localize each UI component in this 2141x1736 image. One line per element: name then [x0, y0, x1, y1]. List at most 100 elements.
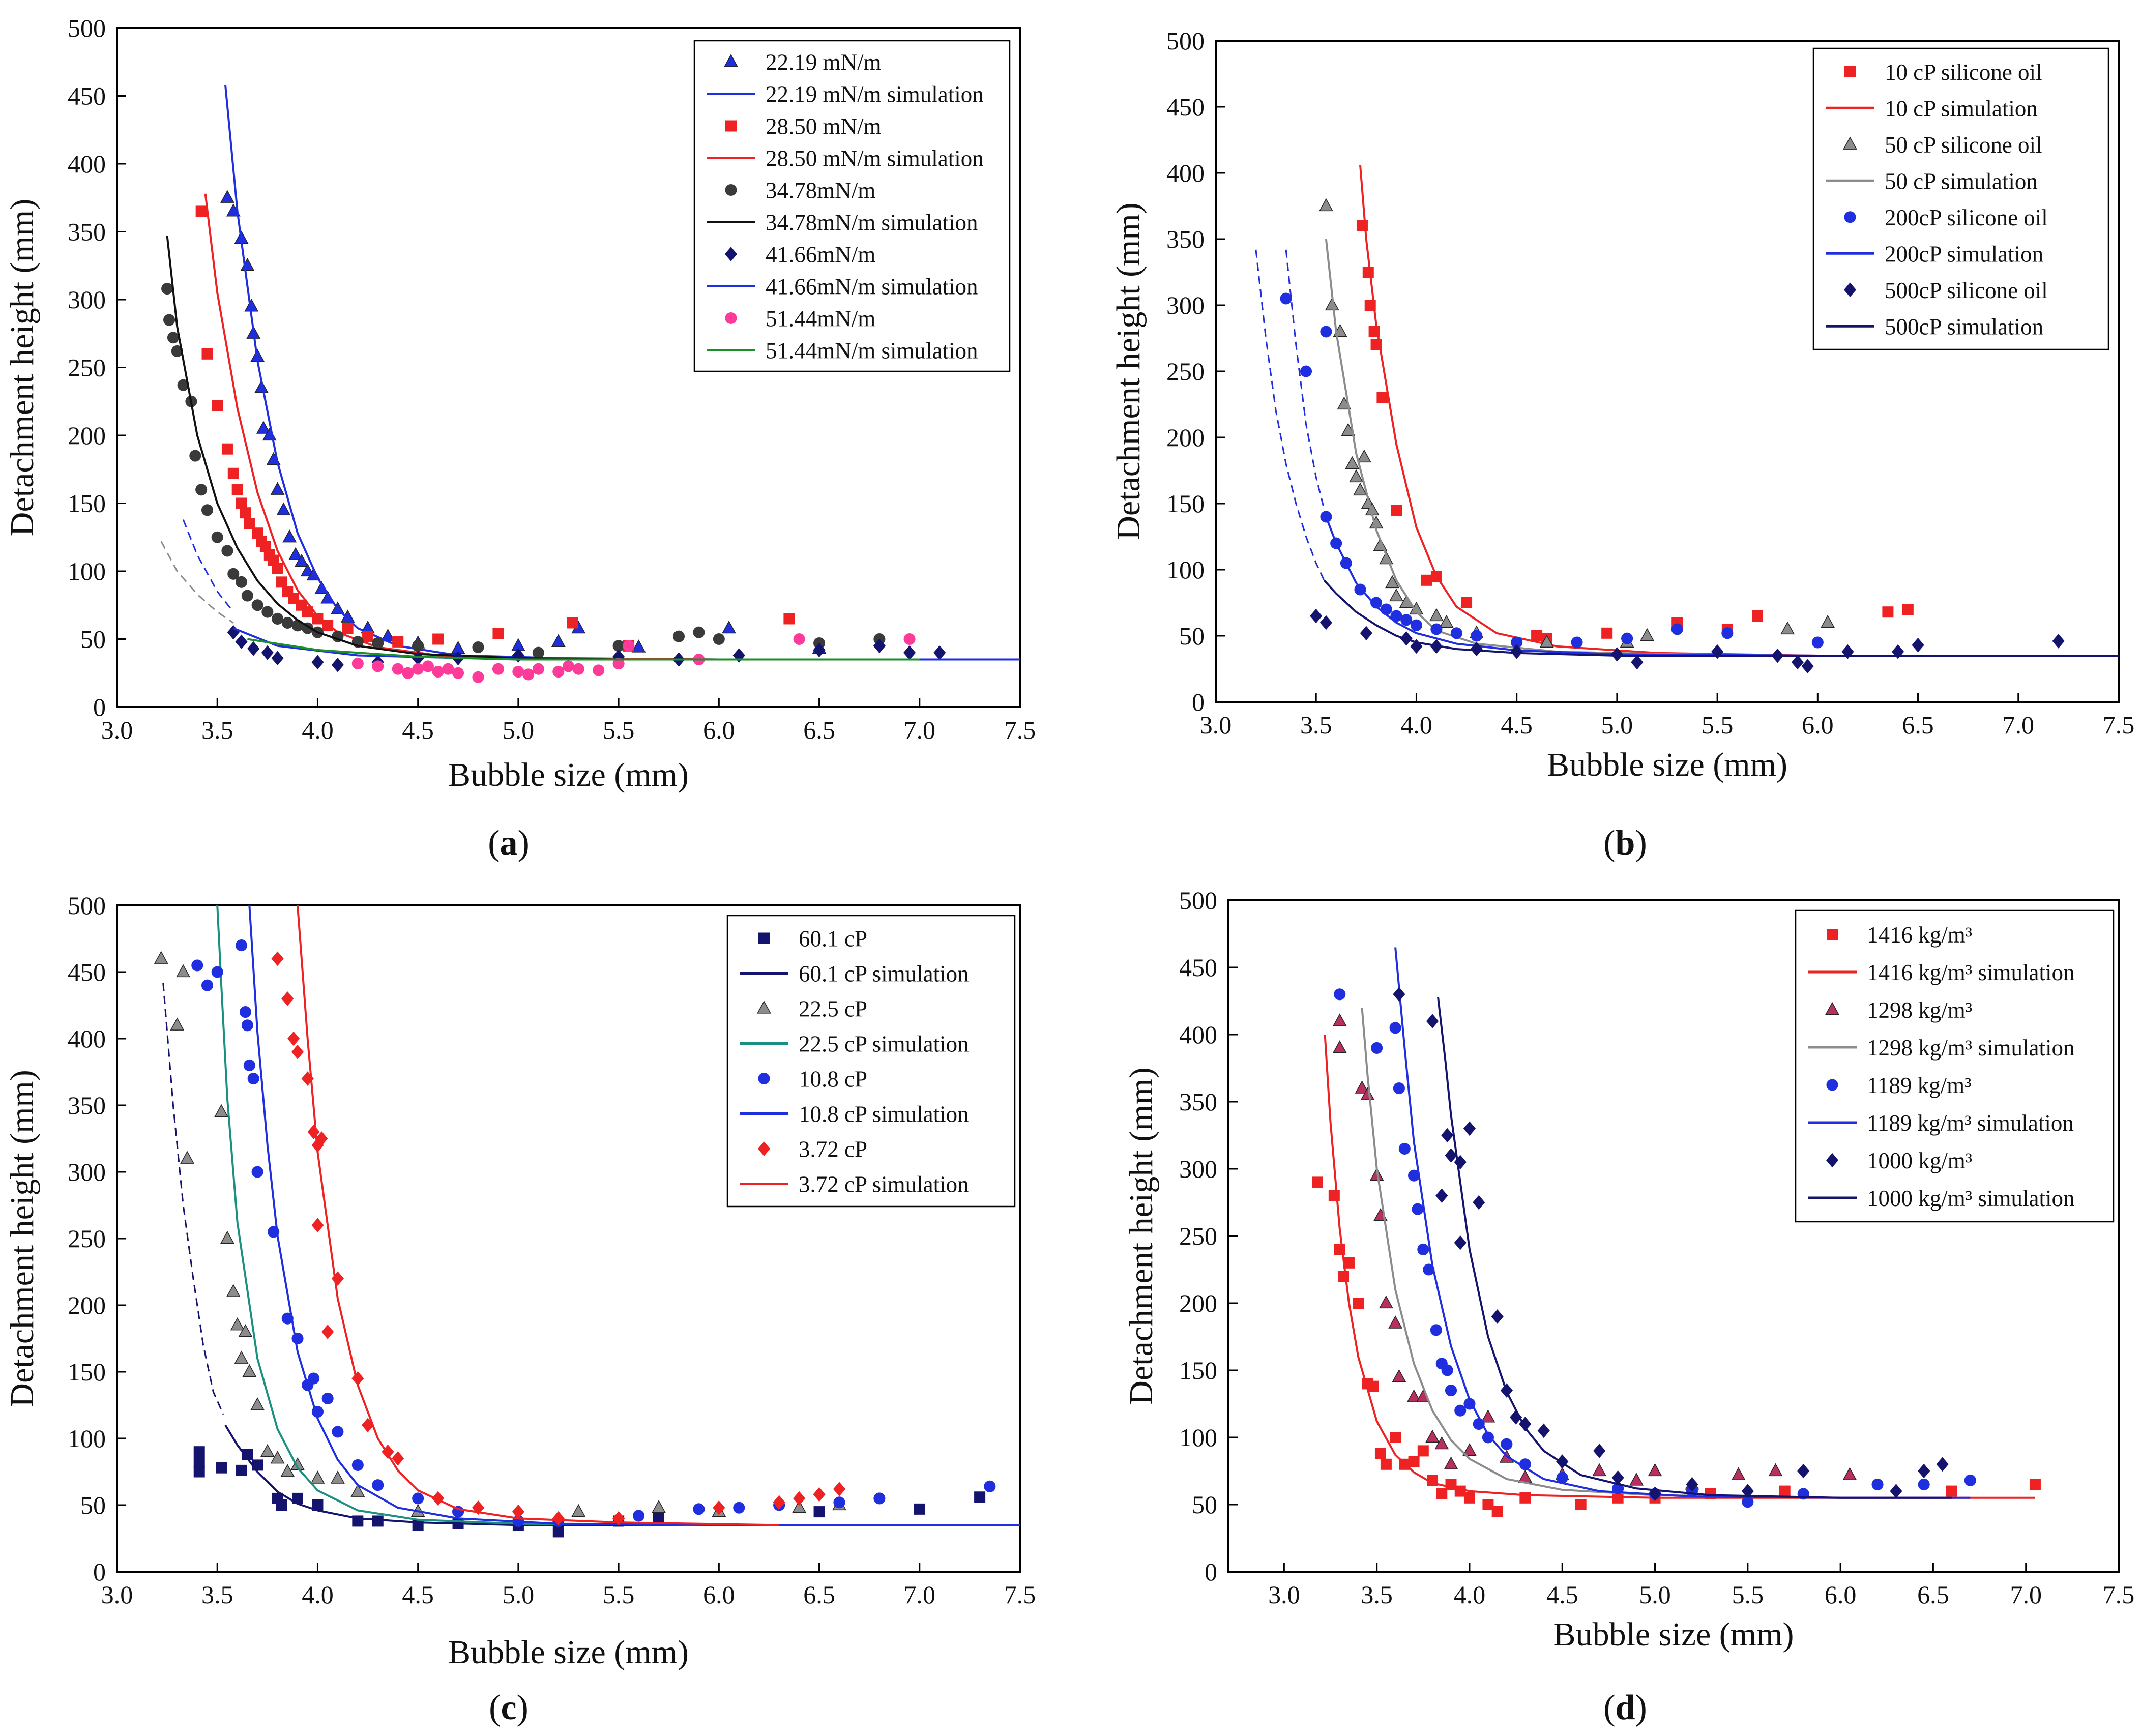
data-point — [1779, 1485, 1791, 1497]
data-point — [1752, 610, 1763, 622]
legend-label: 10 cP simulation — [1885, 96, 2038, 121]
data-point — [1454, 1404, 1467, 1417]
data-point — [1471, 630, 1483, 642]
data-point — [251, 599, 263, 611]
data-point — [247, 641, 260, 656]
data-point — [833, 1482, 846, 1496]
legend-label: 1189 kg/m³ — [1867, 1073, 1972, 1098]
x-tick-label: 6.0 — [703, 716, 735, 744]
x-tick-label: 4.0 — [302, 1580, 334, 1609]
plot-data — [1255, 165, 2119, 674]
data-point — [1821, 614, 1835, 628]
legend-label: 500cP simulation — [1885, 314, 2043, 339]
y-tick-label: 300 — [68, 1158, 106, 1186]
data-point — [226, 1284, 241, 1297]
data-point — [412, 663, 424, 675]
data-point — [571, 1504, 586, 1517]
data-point — [572, 663, 584, 675]
data-point — [1610, 647, 1623, 662]
y-tick-label: 100 — [68, 557, 106, 585]
y-tick-label: 500 — [1179, 886, 1217, 915]
data-point — [1421, 574, 1432, 586]
data-point — [1312, 1176, 1323, 1188]
data-point — [873, 1492, 886, 1505]
data-point — [242, 1449, 253, 1460]
data-point — [1731, 1467, 1746, 1481]
data-point — [361, 1418, 374, 1433]
y-tick-label: 150 — [68, 489, 106, 518]
data-point — [176, 964, 191, 978]
data-point — [236, 576, 248, 588]
y-tick-label: 0 — [1192, 688, 1205, 716]
legend-label: 28.50 mN/m simulation — [766, 146, 984, 171]
data-point — [1511, 636, 1523, 649]
data-point — [372, 1515, 384, 1527]
legend-key — [1844, 211, 1856, 223]
data-point — [170, 1017, 185, 1031]
y-tick-label: 400 — [1166, 159, 1205, 187]
data-point — [1531, 630, 1543, 641]
data-point — [1430, 623, 1443, 635]
x-tick-label: 3.0 — [1200, 711, 1232, 739]
data-point — [307, 1125, 320, 1139]
x-tick-label: 6.0 — [1802, 711, 1834, 739]
x-tick-label: 7.0 — [904, 716, 936, 744]
data-point — [512, 1504, 524, 1519]
data-point — [612, 1511, 625, 1526]
data-point — [1491, 1506, 1503, 1517]
data-point — [1918, 1463, 1930, 1479]
data-point — [154, 951, 168, 964]
y-tick-label: 500 — [68, 14, 106, 42]
y-tick-label: 200 — [1179, 1289, 1217, 1317]
data-point — [903, 633, 916, 645]
data-point — [236, 939, 248, 952]
legend-label: 34.78mN/m — [766, 178, 875, 203]
data-point — [1461, 597, 1473, 608]
data-point — [2029, 1479, 2041, 1490]
legend-key — [724, 247, 738, 261]
legend: 22.19 mN/m 22.19 mN/m simulation 28.50 mN/… — [693, 40, 1011, 372]
data-point — [1841, 644, 1854, 659]
legend-key — [1844, 66, 1856, 77]
data-point — [1379, 1295, 1393, 1309]
data-point — [242, 1364, 257, 1377]
data-point — [351, 1459, 364, 1471]
data-point — [261, 645, 274, 660]
data-point — [1882, 606, 1894, 618]
data-point — [1473, 1195, 1485, 1210]
data-point — [1390, 610, 1402, 622]
y-tick-label: 250 — [68, 354, 106, 382]
data-point — [201, 504, 214, 516]
data-point — [315, 1131, 328, 1146]
data-point — [238, 1324, 253, 1337]
y-tick-label: 450 — [68, 82, 106, 110]
data-point — [492, 663, 504, 675]
y-tick-label: 500 — [1166, 26, 1205, 55]
panel-label: (c) — [489, 1688, 529, 1727]
data-point — [1510, 644, 1523, 659]
data-point — [552, 666, 565, 678]
data-point — [773, 1495, 785, 1510]
data-point — [311, 655, 324, 670]
data-point — [294, 553, 309, 567]
data-point — [1332, 1040, 1347, 1053]
data-point — [1367, 1380, 1379, 1392]
data-point — [243, 1059, 255, 1071]
data-point — [1686, 1477, 1698, 1492]
data-point — [241, 1019, 253, 1032]
data-point — [813, 1506, 825, 1518]
data-point — [1482, 1431, 1494, 1444]
legend-key — [758, 1072, 770, 1085]
data-point — [201, 979, 214, 991]
data-point — [1444, 1456, 1458, 1469]
data-point — [432, 666, 444, 678]
data-point — [1711, 644, 1724, 659]
data-point — [1441, 1364, 1453, 1376]
data-point — [1376, 392, 1388, 403]
data-point — [2052, 634, 2065, 649]
series-line — [1285, 249, 1327, 517]
data-point — [472, 671, 484, 683]
data-point — [733, 1502, 745, 1514]
x-tick-label: 5.5 — [1732, 1580, 1764, 1609]
data-point — [310, 1470, 325, 1484]
